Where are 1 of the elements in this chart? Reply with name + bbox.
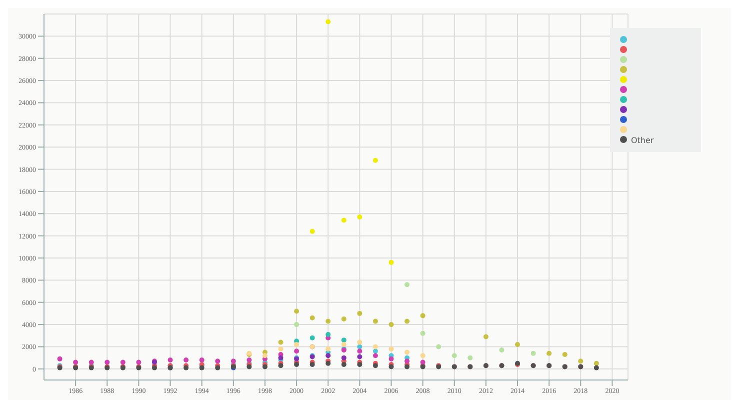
- legend-label: Other: [631, 136, 655, 146]
